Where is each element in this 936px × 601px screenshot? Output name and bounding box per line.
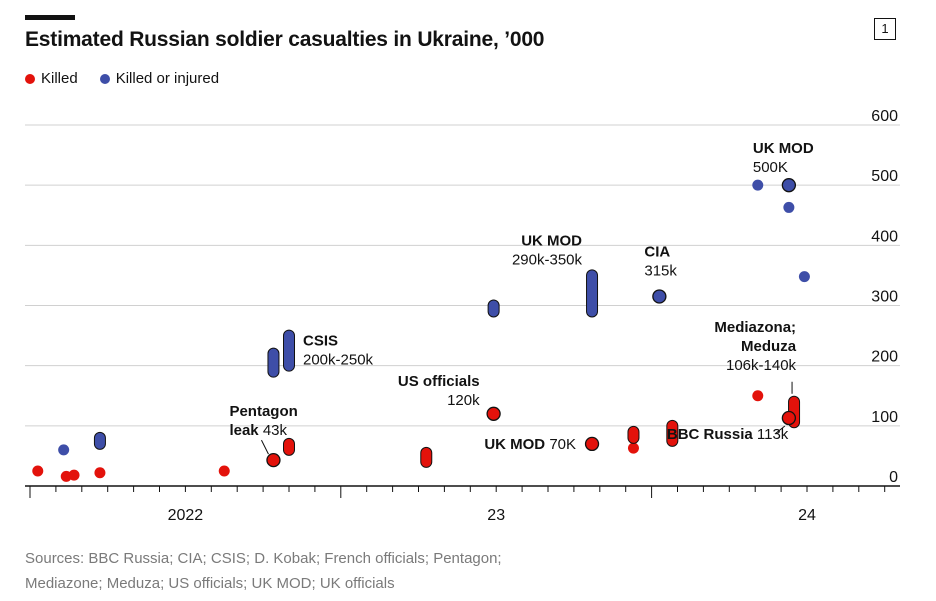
annotation-value: 315k: [644, 262, 677, 279]
y-tick-label: 200: [871, 349, 898, 366]
killed-or-injured-point: [58, 444, 70, 456]
legend-item-killed: Killed: [25, 70, 78, 87]
annotation-value: 200k-250k: [303, 352, 374, 369]
sources-line-2: Mediazone; Meduza; US officials; UK MOD;…: [25, 575, 395, 592]
x-tick-label: 24: [798, 507, 816, 524]
annotation-text: UK MOD 70K: [484, 436, 576, 453]
killed-or-injured-point: [267, 347, 280, 378]
x-tick-label: 2022: [168, 507, 204, 524]
annotation-value: 120k: [447, 392, 480, 409]
y-tick-label: 500: [871, 168, 898, 185]
annotation-text: leak 43k: [229, 422, 287, 439]
annotation-label: UK MOD: [521, 232, 582, 249]
annotation-3: CSIS 200k-250k: [303, 333, 374, 369]
killed-or-injured-point: [798, 271, 810, 283]
annotation-6: Pentagon leak 43k: [229, 403, 297, 439]
killed-or-injured-point: [783, 201, 795, 213]
annotation-0: UK MOD 500K: [753, 140, 814, 176]
killed-point: [666, 419, 679, 447]
killed-point: [420, 446, 433, 468]
header-rule: [25, 15, 75, 20]
killed-or-injured-point: [752, 179, 764, 191]
annotation-value: 500K: [753, 159, 788, 176]
killed-point: [68, 469, 80, 481]
annotation-text: BBC Russia 113k: [667, 426, 789, 443]
killed-point: [752, 390, 764, 402]
killed-point: [266, 452, 281, 468]
annotation-leader: [774, 425, 786, 435]
y-tick-label: 600: [871, 108, 898, 125]
killed-point: [283, 437, 295, 456]
annotation-label: CSIS: [303, 333, 338, 350]
killed-point: [627, 442, 639, 454]
killed-or-injured-point: [487, 299, 500, 318]
killed-point: [32, 465, 44, 477]
legend: Killed Killed or injured: [25, 70, 219, 87]
annotation-label: CIA: [644, 243, 670, 260]
annotation-8: BBC Russia 113k: [667, 426, 789, 443]
killed-point: [218, 465, 230, 477]
legend-label-killed: Killed: [41, 70, 78, 87]
killed-point: [627, 425, 640, 444]
killed-or-injured-point: [93, 431, 106, 450]
sources-note: Sources: BBC Russia; CIA; CSIS; D. Kobak…: [25, 546, 625, 596]
killed-or-injured-point: [283, 329, 295, 372]
legend-swatch-killed: [25, 73, 35, 84]
legend-item-killed-or-injured: Killed or injured: [99, 70, 220, 87]
killed-or-injured-point: [781, 178, 797, 193]
annotation-5: US officials 120k: [398, 373, 480, 409]
legend-label-killed-or-injured: Killed or injured: [115, 70, 220, 87]
killed-point: [94, 467, 106, 479]
sources-line-1: Sources: BBC Russia; CIA; CSIS; D. Kobak…: [25, 550, 502, 567]
killed-point: [584, 436, 600, 452]
chart-plot: 0 100 200 300 400 500 600 2022 23 24 UK MOD 500K CIA…: [25, 108, 900, 524]
annotation-4: Mediazona; Meduza 106k-140k: [714, 319, 796, 374]
annotation-2: UK MOD 290k-350k: [512, 232, 583, 268]
y-tick-label: 0: [889, 469, 898, 486]
annotation-value: 106k-140k: [726, 357, 797, 374]
x-tick-label: 23: [487, 507, 505, 524]
annotation-label: UK MOD: [753, 140, 814, 157]
chart-title: Estimated Russian soldier casualties in …: [25, 28, 545, 51]
y-tick-label: 400: [871, 228, 898, 245]
killed-or-injured-point: [652, 289, 667, 304]
annotation-label: Pentagon: [229, 403, 297, 420]
chart-number-badge: 1: [874, 18, 896, 40]
annotation-label: Mediazona;: [714, 319, 796, 336]
annotation-7: UK MOD 70K: [484, 436, 576, 453]
annotation-leader: [261, 439, 269, 455]
legend-swatch-killed-or-injured: [99, 73, 110, 84]
y-tick-label: 300: [871, 289, 898, 306]
annotation-value: 290k-350k: [512, 251, 583, 268]
killed-point: [781, 410, 797, 426]
annotation-1: CIA 315k: [644, 243, 677, 279]
annotation-label: Meduza: [741, 338, 797, 355]
killed-point: [486, 406, 501, 421]
annotation-label: US officials: [398, 373, 480, 390]
killed-or-injured-point: [586, 269, 599, 318]
y-tick-label: 100: [871, 409, 898, 426]
